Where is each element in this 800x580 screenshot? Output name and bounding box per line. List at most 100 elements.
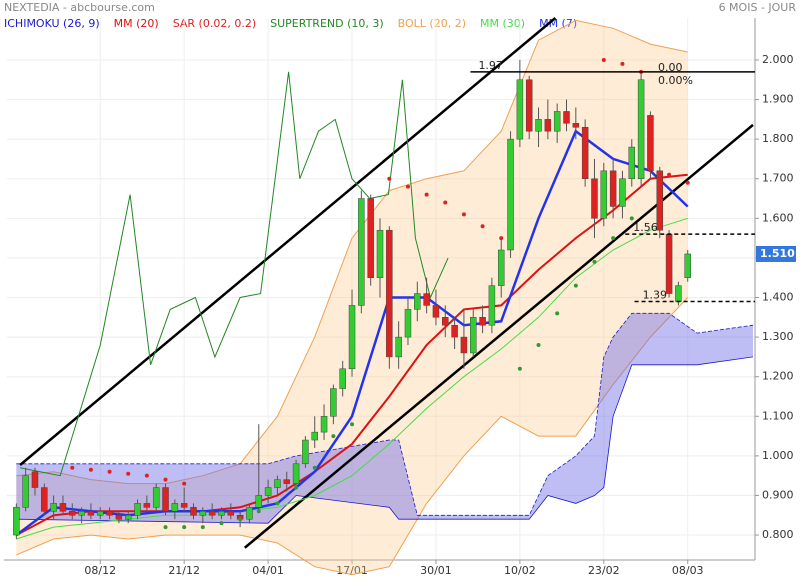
sar-dot: [219, 521, 224, 526]
plot: 2.0001.9001.8001.7001.6001.5001.4001.300…: [4, 17, 796, 577]
y-tick-label: 2.000: [762, 53, 794, 66]
chart-title: NEXTEDIA - abcbourse.com: [4, 1, 155, 14]
y-tick-label: 1.200: [762, 370, 794, 383]
y-tick-label: 1.300: [762, 330, 794, 343]
candle-body: [404, 309, 412, 338]
level-label: 1.97: [478, 59, 503, 72]
candle-body: [525, 79, 533, 132]
candle-body: [423, 293, 430, 306]
candle-body: [115, 515, 123, 520]
sar-dot: [312, 465, 317, 470]
sar-dot: [163, 477, 168, 482]
sar-dot: [461, 212, 466, 217]
legend-entry: MM (30): [480, 17, 525, 30]
x-tick-label: 21/12: [168, 564, 200, 577]
sar-dot: [275, 501, 280, 506]
level-label: 1.56: [633, 221, 658, 234]
indicator-line: [15, 173, 688, 536]
candle-body: [190, 507, 197, 516]
candle-body: [255, 495, 263, 508]
sar-dot: [256, 509, 261, 514]
level-label: 1.39: [643, 288, 668, 301]
sar-dot: [350, 422, 355, 427]
bollinger-lower: [16, 297, 689, 576]
candle-body: [311, 431, 318, 441]
candle-body: [451, 324, 458, 338]
chart-subtitle: 6 MOIS - JOUR: [719, 1, 797, 14]
candle-body: [358, 198, 365, 306]
sar-dot: [70, 465, 75, 470]
legend-entry: MM (7): [539, 17, 577, 30]
sar-dot: [685, 180, 690, 185]
y-tick-label: 1.800: [762, 132, 794, 145]
ichimoku-cloud: [16, 313, 754, 524]
candle-body: [97, 511, 104, 516]
candle-body: [31, 471, 39, 488]
sar-dot: [331, 434, 336, 439]
sar-dot: [611, 236, 616, 241]
y-tick-label: 0.800: [762, 528, 794, 541]
candle-body: [488, 285, 496, 326]
fib-label: 0.00: [658, 61, 683, 74]
sar-dot: [182, 481, 187, 486]
candle-body: [600, 170, 608, 219]
y-tick-label: 1.900: [762, 93, 794, 106]
last-price-tag: [756, 245, 796, 262]
candle-body: [227, 511, 235, 516]
candle-body: [264, 487, 272, 496]
sar-dot: [592, 259, 597, 264]
sar-dot: [387, 176, 392, 181]
candle-body: [675, 285, 682, 302]
y-tick-label: 1.400: [762, 291, 794, 304]
candle-body: [535, 119, 542, 132]
fib-label: 0.00%: [658, 74, 693, 87]
candle-body: [563, 111, 570, 124]
candle-body: [218, 511, 225, 516]
candle-body: [376, 229, 384, 278]
candle-body: [180, 503, 188, 508]
sar-dot: [536, 343, 541, 348]
y-tick-label: 1.700: [762, 172, 794, 185]
sar-dot: [88, 467, 93, 472]
candle-body: [507, 138, 514, 251]
candle-body: [274, 479, 281, 488]
sar-dot: [424, 192, 429, 197]
candle-body: [665, 233, 673, 294]
candle-body: [246, 507, 253, 520]
legend: ICHIMOKU (26, 9) MM (20) SAR (0.02, 0.2) SU…: [4, 17, 577, 30]
candle-body: [432, 305, 440, 318]
sar-dot: [405, 184, 410, 189]
candle-body: [684, 253, 691, 278]
trend-line: [243, 123, 754, 549]
x-tick-label: 08/12: [84, 564, 116, 577]
candle-body: [302, 439, 309, 465]
sar-dot: [555, 311, 560, 316]
sar-dot: [629, 216, 634, 221]
legend-entry: SUPERTREND (10, 3): [270, 17, 384, 30]
candle-body: [162, 487, 169, 512]
sar-dot: [238, 517, 243, 522]
candle-body: [470, 317, 477, 354]
candle-body: [330, 388, 337, 417]
legend-entry: SAR (0.02, 0.2): [173, 17, 256, 30]
sar-dot: [499, 236, 504, 241]
candle-body: [460, 336, 468, 354]
candle-body: [479, 317, 486, 326]
candle-body: [106, 511, 113, 516]
x-tick-label: 30/01: [420, 564, 452, 577]
candle-body: [59, 503, 67, 512]
candle-body: [544, 119, 552, 132]
candle-body: [647, 115, 654, 172]
x-tick-label: 23/02: [588, 564, 620, 577]
candle-body: [339, 368, 346, 389]
sar-dot: [163, 525, 168, 530]
candle-body: [581, 127, 589, 179]
candle-body: [637, 79, 645, 179]
sar-dot: [667, 172, 672, 177]
sar-dot: [294, 485, 299, 490]
candle-body: [609, 170, 617, 207]
candle-body: [414, 293, 421, 310]
candle-body: [442, 317, 449, 326]
x-tick-label: 08/03: [672, 564, 704, 577]
